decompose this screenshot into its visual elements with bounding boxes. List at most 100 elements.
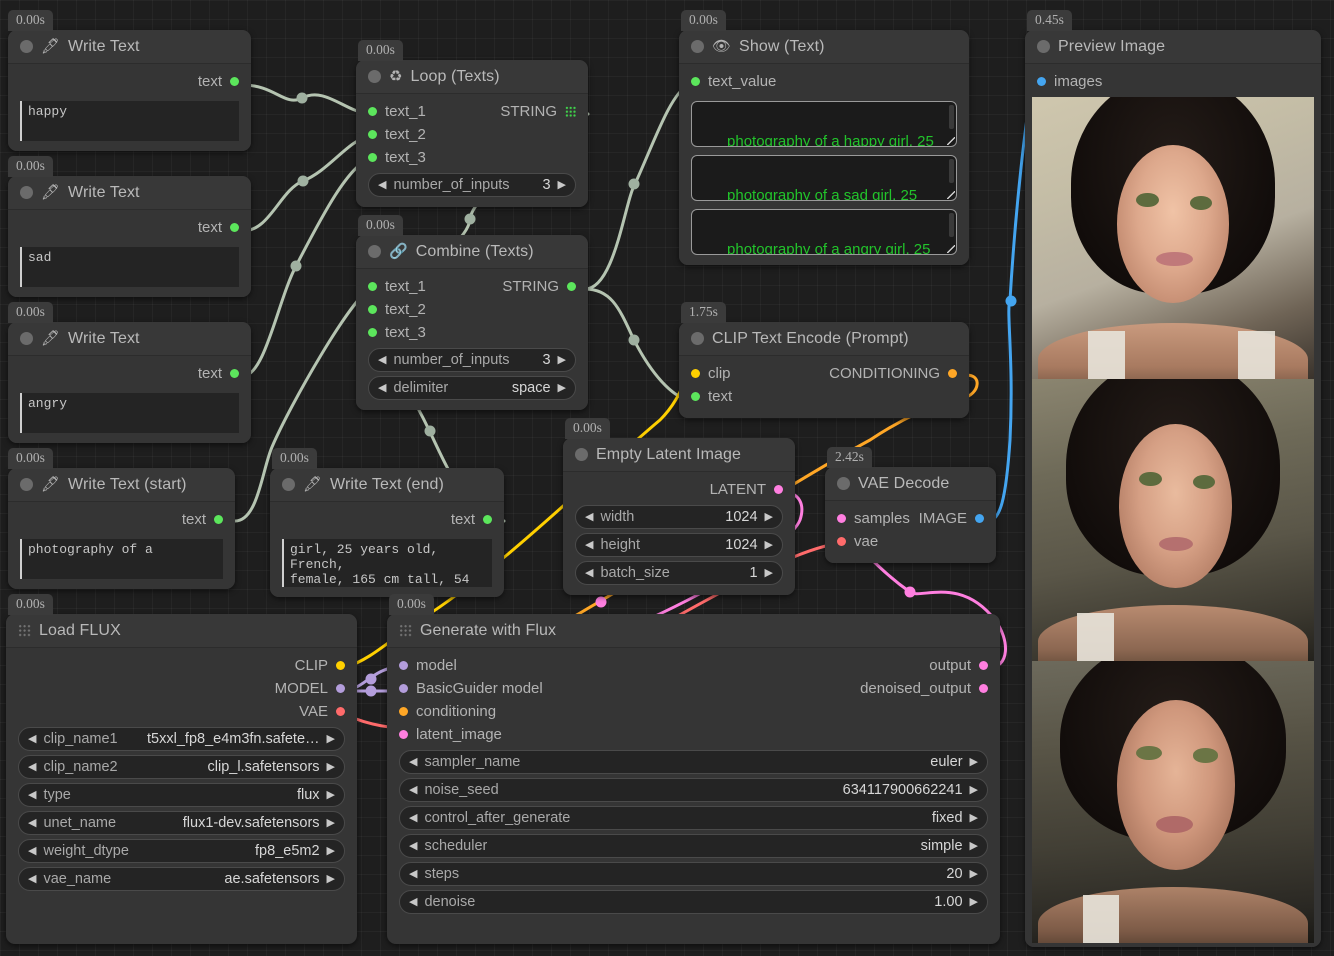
preview-image-3[interactable] <box>1032 661 1314 943</box>
slot-dot-conditioning[interactable] <box>948 369 957 378</box>
node-header[interactable]: ♻ Loop (Texts) <box>356 60 588 94</box>
widget-value[interactable]: 1 <box>749 565 758 581</box>
text-input-area[interactable]: girl, 25 years old, French, female, 165 … <box>282 539 492 587</box>
node-show-text[interactable]: 👁 Show (Text) text_value photography of … <box>679 30 969 265</box>
node-write-text-end[interactable]: 🖋 Write Text (end) text girl, 25 years o… <box>270 468 504 597</box>
widget-type[interactable]: ◀ type flux ▶ <box>18 783 345 807</box>
output-slot-text[interactable]: text <box>8 70 251 93</box>
node-vae-decode[interactable]: VAE Decode samples IMAGE vae <box>825 467 996 563</box>
widget-value[interactable]: flux <box>296 787 320 803</box>
input-slot-latent-image[interactable]: latent_image <box>387 723 1000 746</box>
widget-value[interactable]: fp8_e5m2 <box>255 843 320 859</box>
widget-value[interactable]: clip_l.safetensors <box>207 759 320 775</box>
node-generate-with-flux[interactable]: Generate with Flux model output BasicGui… <box>387 614 1000 944</box>
collapse-toggle-icon[interactable] <box>1037 40 1050 53</box>
resize-handle-icon[interactable] <box>947 137 955 145</box>
decrement-arrow-icon[interactable]: ◀ <box>409 783 418 796</box>
widget-delimiter[interactable]: ◀ delimiter space ▶ <box>368 376 576 400</box>
show-text-box-1[interactable]: photography of a happy girl, 25 years ol… <box>691 101 957 147</box>
widget-batch-size[interactable]: ◀ batch_size 1 ▶ <box>575 561 783 585</box>
slot-dot-basicguider-model[interactable] <box>399 684 408 693</box>
decrement-arrow-icon[interactable]: ◀ <box>28 732 37 745</box>
node-clip-text-encode[interactable]: CLIP Text Encode (Prompt) clip CONDITION… <box>679 322 969 418</box>
output-slot-vae[interactable]: VAE <box>6 700 357 723</box>
widget-steps[interactable]: ◀ steps 20 ▶ <box>399 862 988 886</box>
widget-value[interactable]: flux1-dev.safetensors <box>182 815 320 831</box>
resize-handle-icon[interactable] <box>947 245 955 253</box>
decrement-arrow-icon[interactable]: ◀ <box>378 381 387 394</box>
slot-dot-string[interactable] <box>214 515 223 524</box>
node-header[interactable]: 🔗 Combine (Texts) <box>356 235 588 269</box>
slot-dot-string[interactable] <box>230 223 239 232</box>
slot-row[interactable]: clip CONDITIONING <box>679 362 969 385</box>
show-text-box-2[interactable]: photography of a sad girl, 25 years old,… <box>691 155 957 201</box>
node-preview-image[interactable]: Preview Image images <box>1025 30 1321 947</box>
increment-arrow-icon[interactable]: ▶ <box>326 788 335 801</box>
widget-value[interactable]: 634117900662241 <box>842 782 963 798</box>
decrement-arrow-icon[interactable]: ◀ <box>409 839 418 852</box>
decrement-arrow-icon[interactable]: ◀ <box>28 816 37 829</box>
increment-arrow-icon[interactable]: ▶ <box>557 353 566 366</box>
show-text-box-3[interactable]: photography of a angry girl, 25 years ol… <box>691 209 957 255</box>
slot-dot-text-1[interactable] <box>368 107 377 116</box>
input-slot-text[interactable]: text <box>679 385 969 408</box>
node-combine-texts[interactable]: 🔗 Combine (Texts) text_1 STRING text_2 t… <box>356 235 588 410</box>
decrement-arrow-icon[interactable]: ◀ <box>585 566 594 579</box>
collapse-toggle-icon[interactable] <box>20 332 33 345</box>
increment-arrow-icon[interactable]: ▶ <box>326 872 335 885</box>
widget-value[interactable]: 1024 <box>725 537 758 553</box>
slot-dot-latent-image[interactable] <box>399 730 408 739</box>
node-empty-latent-image[interactable]: Empty Latent Image LATENT ◀ width 1024 ▶… <box>563 438 795 595</box>
node-header[interactable]: 🖋 Write Text <box>8 322 251 356</box>
widget-height[interactable]: ◀ height 1024 ▶ <box>575 533 783 557</box>
drag-grip-icon[interactable] <box>18 624 31 637</box>
node-write-text-sad[interactable]: 🖋 Write Text text sad <box>8 176 251 297</box>
slot-dot-denoised-output[interactable] <box>979 684 988 693</box>
output-slot-clip[interactable]: CLIP <box>6 654 357 677</box>
increment-arrow-icon[interactable]: ▶ <box>969 895 978 908</box>
scrollbar-thumb[interactable] <box>949 213 954 237</box>
widget-value[interactable]: space <box>511 380 551 396</box>
slot-row[interactable]: text_1 STRING <box>356 275 588 298</box>
decrement-arrow-icon[interactable]: ◀ <box>28 844 37 857</box>
input-slot-text-2[interactable]: text_2 <box>356 298 588 321</box>
text-input-area[interactable]: photography of a <box>20 539 223 579</box>
slot-dot-image[interactable] <box>975 514 984 523</box>
input-slot-vae[interactable]: vae <box>825 530 996 553</box>
output-slot-model[interactable]: MODEL <box>6 677 357 700</box>
collapse-toggle-icon[interactable] <box>575 448 588 461</box>
widget-value[interactable]: 1024 <box>725 509 758 525</box>
input-slot-conditioning[interactable]: conditioning <box>387 700 1000 723</box>
increment-arrow-icon[interactable]: ▶ <box>326 760 335 773</box>
node-loop-texts[interactable]: ♻ Loop (Texts) text_1 STRING text_2 text… <box>356 60 588 207</box>
increment-arrow-icon[interactable]: ▶ <box>326 732 335 745</box>
scrollbar-thumb[interactable] <box>949 159 954 183</box>
widget-unet-name[interactable]: ◀ unet_name flux1-dev.safetensors ▶ <box>18 811 345 835</box>
widget-value[interactable]: t5xxl_fp8_e4m3fn.safete… <box>147 731 320 747</box>
slot-dot-string[interactable] <box>483 515 492 524</box>
increment-arrow-icon[interactable]: ▶ <box>557 178 566 191</box>
text-input-area[interactable]: angry <box>20 393 239 433</box>
slot-dot-string[interactable] <box>230 369 239 378</box>
increment-arrow-icon[interactable]: ▶ <box>764 538 773 551</box>
collapse-toggle-icon[interactable] <box>282 478 295 491</box>
increment-arrow-icon[interactable]: ▶ <box>764 566 773 579</box>
widget-control-after-generate[interactable]: ◀ control_after_generate fixed ▶ <box>399 806 988 830</box>
widget-value[interactable]: 1.00 <box>934 894 963 910</box>
increment-arrow-icon[interactable]: ▶ <box>969 839 978 852</box>
widget-number-of-inputs[interactable]: ◀ number_of_inputs 3 ▶ <box>368 348 576 372</box>
decrement-arrow-icon[interactable]: ◀ <box>378 353 387 366</box>
input-slot-images[interactable]: images <box>1025 70 1321 93</box>
scrollbar-thumb[interactable] <box>949 105 954 129</box>
widget-sampler-name[interactable]: ◀ sampler_name euler ▶ <box>399 750 988 774</box>
node-header[interactable]: Preview Image <box>1025 30 1321 64</box>
slot-dot-conditioning[interactable] <box>399 707 408 716</box>
slot-dot-samples[interactable] <box>837 514 846 523</box>
slot-dot-text-2[interactable] <box>368 305 377 314</box>
input-slot-text-3[interactable]: text_3 <box>356 146 588 169</box>
slot-dot-output[interactable] <box>979 661 988 670</box>
collapse-toggle-icon[interactable] <box>368 70 381 83</box>
collapse-toggle-icon[interactable] <box>691 332 704 345</box>
slot-dot-vae[interactable] <box>336 707 345 716</box>
output-slot-text[interactable]: text <box>8 362 251 385</box>
